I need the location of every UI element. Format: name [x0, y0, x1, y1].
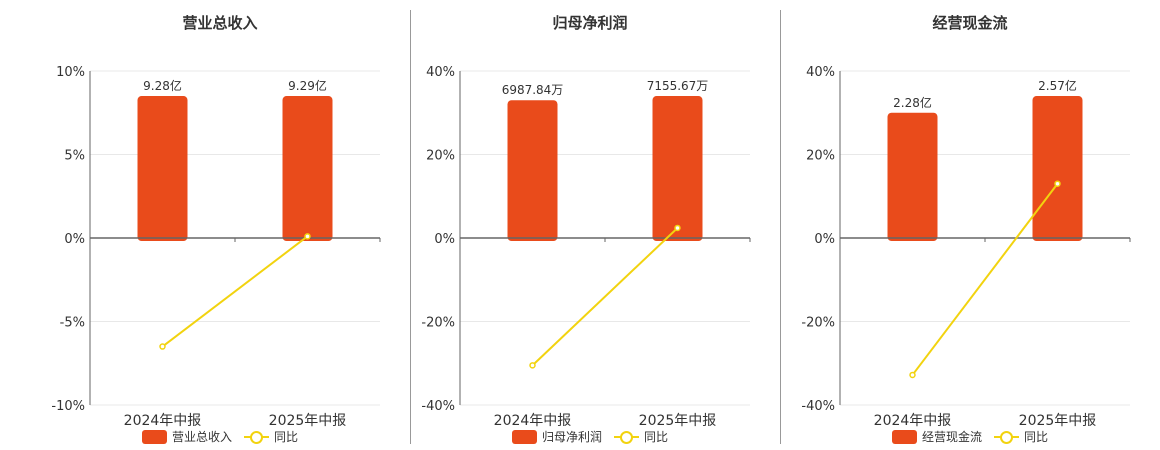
- x-tick-label: 2025年中报: [269, 413, 347, 429]
- x-tick-label: 2024年中报: [874, 413, 952, 429]
- y-tick-label: 20%: [426, 149, 455, 164]
- y-tick-label: -40%: [421, 399, 455, 414]
- x-tick-label: 2024年中报: [494, 413, 572, 429]
- legend-item-bar[interactable]: 归母净利润: [511, 428, 602, 445]
- y-tick-label: -5%: [60, 316, 85, 331]
- bar-value-label: 9.28亿: [143, 78, 182, 93]
- yoy-point: [909, 371, 916, 379]
- revenue-chart: 10% 5% 0% -5% -10% 9.28亿 2024年中报 9.29亿 2025年中报: [51, 65, 381, 429]
- y-tick-label: -20%: [801, 316, 835, 331]
- panel-divider-1: [410, 10, 411, 444]
- net-profit-panel: 归母净利润 40% 20% 0% -20% -40% 6987.84万 2024年中报 715…: [400, 0, 780, 450]
- legend-bar-swatch: [511, 429, 537, 444]
- y-tick-label: -20%: [421, 316, 455, 331]
- bar: [507, 100, 558, 241]
- yoy-point: [1054, 180, 1061, 187]
- net-profit-chart: 40% 20% 0% -20% -40% 6987.84万 2024年中报 7155.67万 2…: [421, 65, 751, 429]
- legend-bar-label: 营业总收入: [171, 430, 232, 444]
- x-tick-label: 2025年中报: [639, 413, 717, 429]
- legend-line-label: 同比: [644, 430, 669, 444]
- legend-item-line[interactable]: 同比: [614, 428, 668, 445]
- yoy-line: [531, 227, 679, 367]
- legend-line-marker-icon: [614, 430, 639, 444]
- y-tick-label: 5%: [64, 149, 85, 164]
- bar-value-label: 9.29亿: [288, 78, 327, 93]
- y-tick-label: 10%: [56, 65, 85, 80]
- legend-line-label: 同比: [1024, 430, 1049, 444]
- y-tick-label: 40%: [806, 65, 835, 80]
- yoy-point: [529, 362, 536, 369]
- bar-value-label: 7155.67万: [647, 79, 709, 93]
- yoy-point: [304, 233, 311, 240]
- chart-legend: 经营现金流 同比: [780, 428, 1160, 445]
- y-tick-label: 0%: [814, 232, 835, 247]
- legend-item-bar[interactable]: 营业总收入: [141, 428, 232, 445]
- bar-value-label: 2.28亿: [893, 95, 932, 110]
- legend-bar-swatch: [141, 429, 167, 444]
- y-tick-label: 0%: [64, 232, 85, 247]
- yoy-line: [161, 235, 309, 348]
- bar: [282, 96, 333, 241]
- bar: [1032, 96, 1083, 241]
- y-tick-label: 40%: [426, 65, 455, 80]
- legend-bar-label: 归母净利润: [541, 430, 602, 444]
- cash-flow-chart: 40% 20% 0% -20% -40% 2.28亿 2024年中报 2.57亿 2025年中报: [801, 65, 1131, 429]
- y-tick-label: 20%: [806, 149, 835, 164]
- legend-line-marker-icon: [244, 430, 269, 444]
- x-tick-label: 2024年中报: [124, 413, 202, 429]
- chart-legend: 归母净利润 同比: [400, 428, 780, 445]
- legend-item-line[interactable]: 同比: [244, 428, 298, 445]
- chart-title: 营业总收入: [182, 14, 258, 32]
- y-tick-label: -10%: [51, 399, 85, 414]
- legend-item-bar[interactable]: 经营现金流: [891, 428, 982, 445]
- legend-line-label: 同比: [274, 430, 299, 444]
- bar: [887, 112, 938, 241]
- yoy-point: [674, 224, 681, 232]
- chart-title: 经营现金流: [932, 14, 1008, 32]
- bar-value-label: 6987.84万: [502, 83, 564, 97]
- bar: [137, 96, 188, 241]
- bar: [652, 96, 703, 241]
- yoy-point: [159, 343, 166, 350]
- cash-flow-panel: 经营现金流 40% 20% 0% -20% -40% 2.28亿 2024年中报 2.57亿 2…: [780, 0, 1160, 450]
- x-tick-label: 2025年中报: [1019, 413, 1097, 429]
- yoy-line: [911, 183, 1059, 376]
- panel-divider-2: [780, 10, 781, 444]
- legend-line-marker-icon: [994, 430, 1019, 444]
- chart-title: 归母净利润: [552, 14, 628, 32]
- y-tick-label: -40%: [801, 399, 835, 414]
- revenue-panel: 营业总收入 10% 5% 0% -5% -10% 9.28亿 2024年中报 9.29亿 202…: [30, 0, 410, 450]
- bar-value-label: 2.57亿: [1038, 78, 1077, 93]
- legend-item-line[interactable]: 同比: [994, 428, 1048, 445]
- y-tick-label: 0%: [434, 232, 455, 247]
- legend-bar-label: 经营现金流: [921, 430, 982, 444]
- chart-legend: 营业总收入 同比: [30, 428, 410, 445]
- legend-bar-swatch: [891, 429, 917, 444]
